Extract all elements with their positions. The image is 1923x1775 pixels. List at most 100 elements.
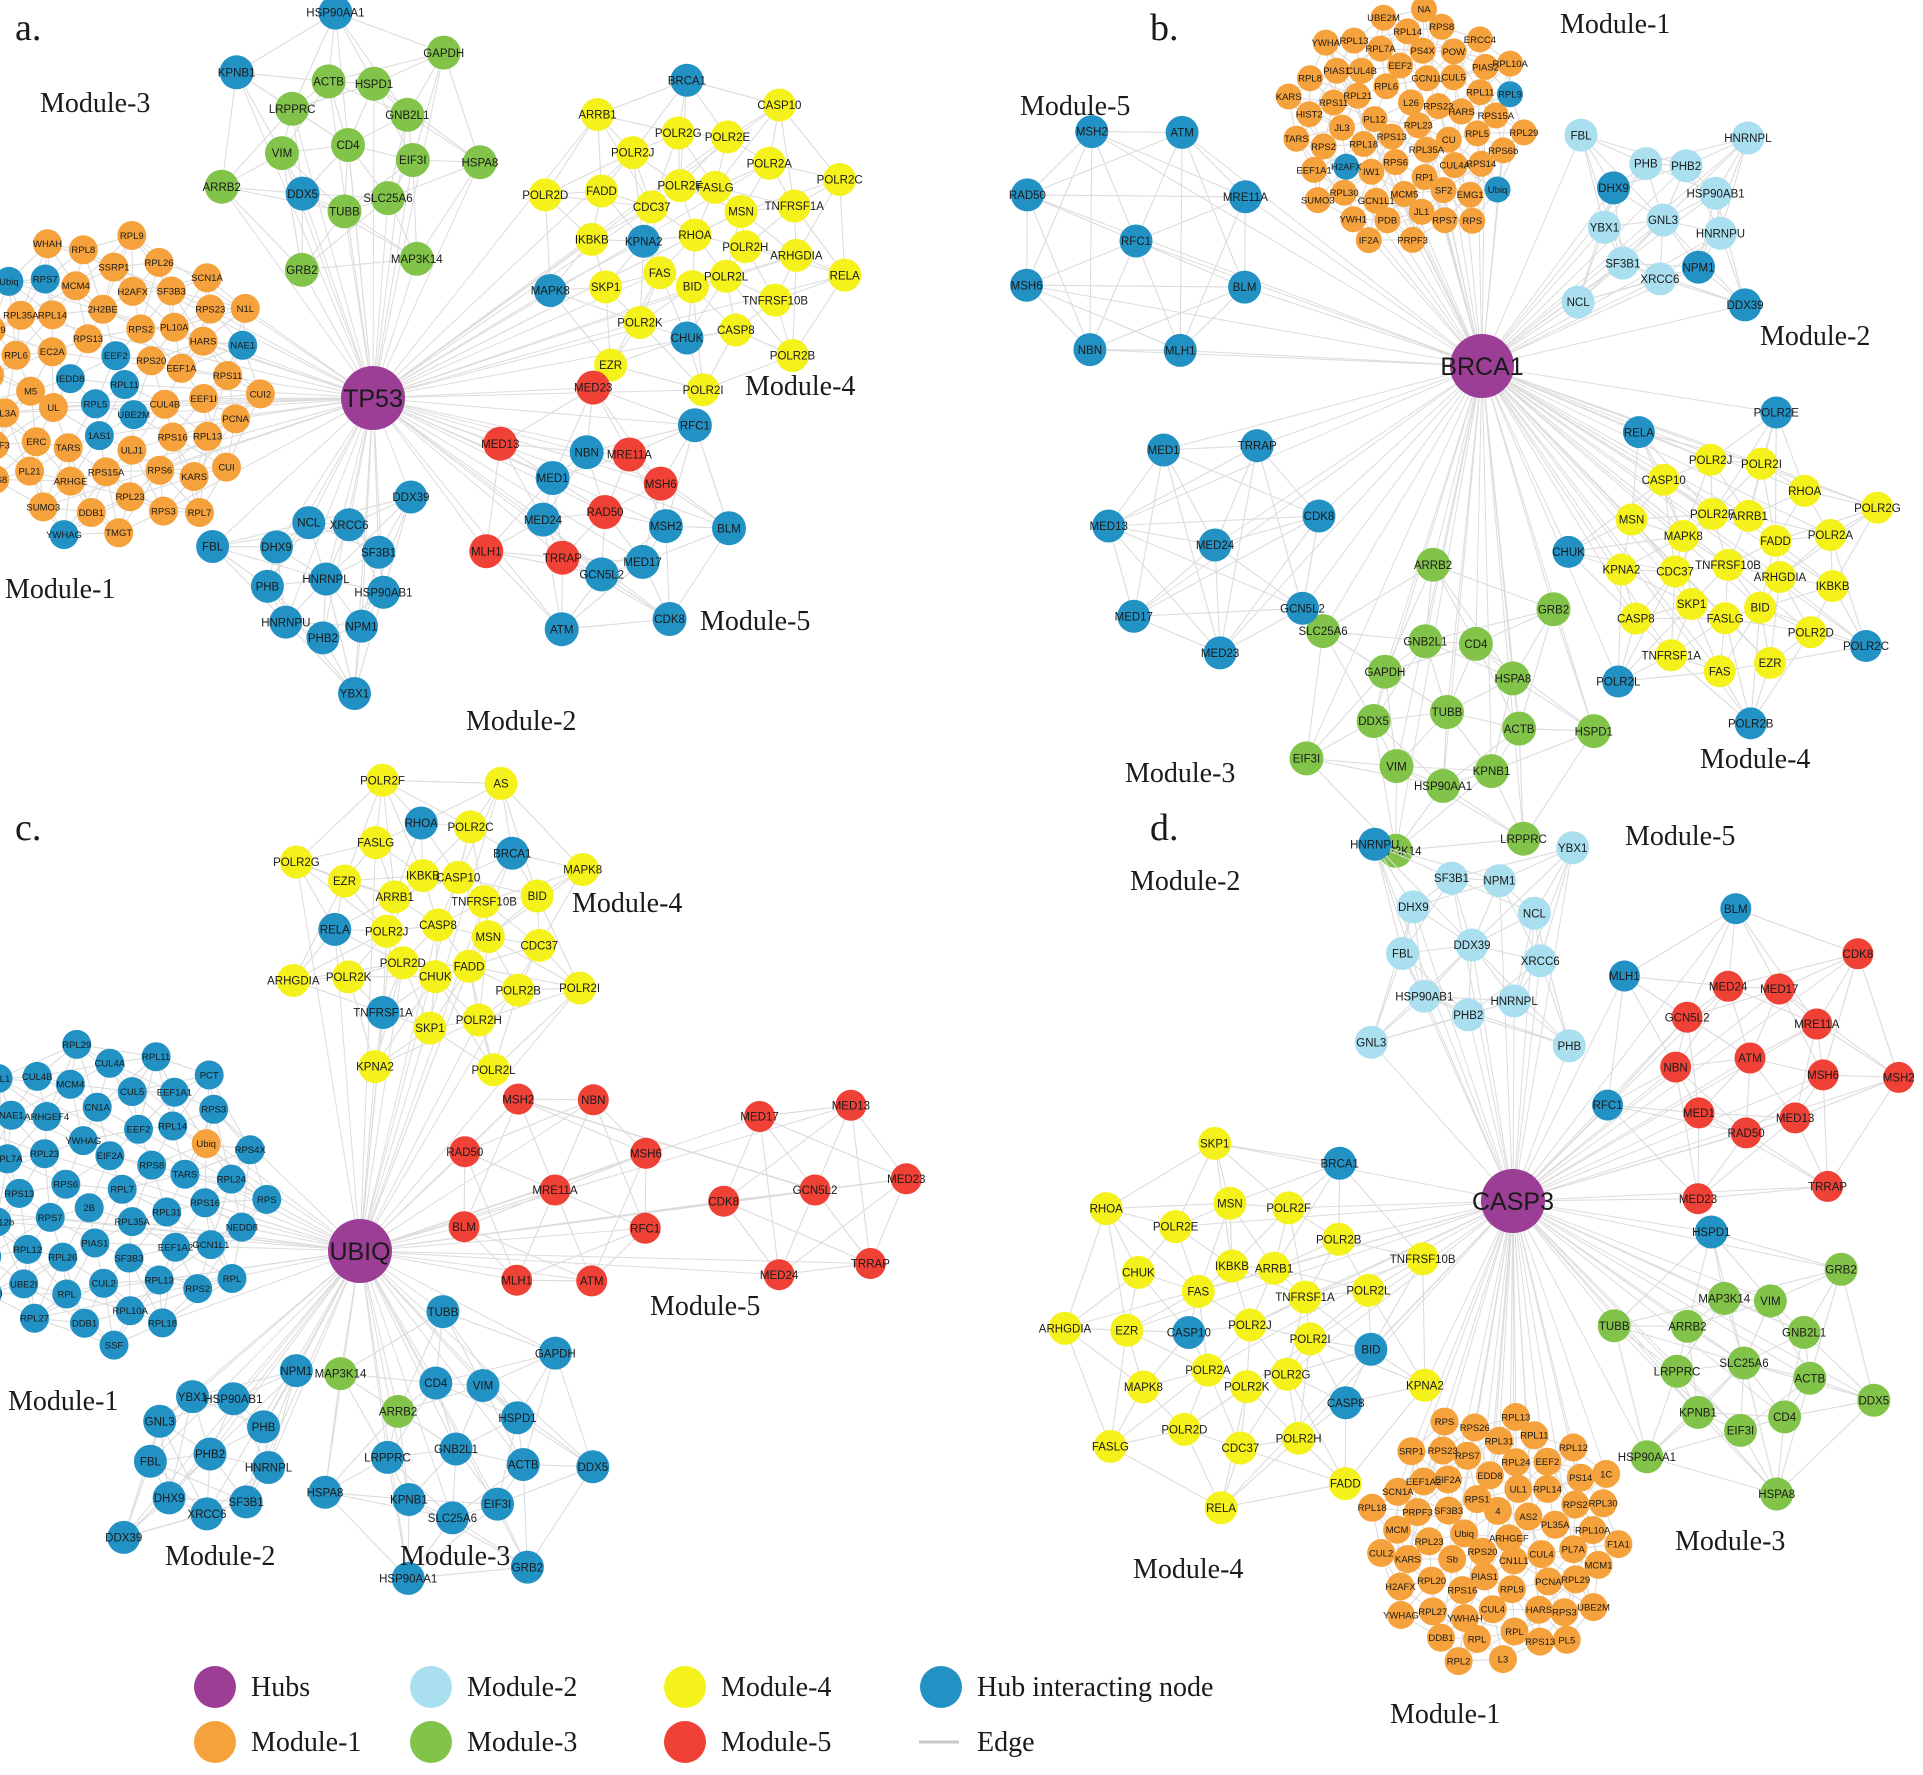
svg-text:POLR2E: POLR2E: [1754, 408, 1800, 420]
svg-text:RPL11: RPL11: [1520, 1431, 1548, 1442]
svg-text:TRRAP: TRRAP: [851, 1259, 890, 1271]
svg-text:HNRNPL: HNRNPL: [302, 574, 350, 586]
svg-text:POLR2G: POLR2G: [1264, 1369, 1311, 1381]
svg-text:SKP1: SKP1: [591, 282, 620, 294]
svg-text:PHB2: PHB2: [308, 633, 338, 645]
svg-text:CUL1: CUL1: [0, 1074, 10, 1085]
svg-text:PCNA: PCNA: [1535, 1577, 1562, 1588]
svg-text:FASLG: FASLG: [357, 838, 394, 850]
svg-text:VIM: VIM: [473, 1381, 493, 1393]
svg-text:DDB1: DDB1: [79, 508, 104, 519]
svg-text:POLR2E: POLR2E: [1153, 1222, 1199, 1234]
svg-text:KARS: KARS: [1276, 92, 1302, 103]
svg-text:FADD: FADD: [1330, 1479, 1361, 1491]
svg-text:TNFRSF1A: TNFRSF1A: [353, 1008, 413, 1020]
svg-text:HNRNPL: HNRNPL: [245, 1463, 293, 1475]
svg-text:RPL14: RPL14: [158, 1121, 187, 1132]
svg-text:SF3B1: SF3B1: [1605, 258, 1640, 270]
svg-text:RPS: RPS: [257, 1195, 277, 1206]
svg-text:SF3B1: SF3B1: [229, 1497, 264, 1509]
svg-text:DHX9: DHX9: [1398, 902, 1429, 914]
svg-text:RELA: RELA: [320, 925, 350, 937]
svg-text:RPL: RPL: [57, 1289, 75, 1300]
svg-text:POLR2E: POLR2E: [705, 132, 751, 144]
svg-text:LRPPRC: LRPPRC: [364, 1453, 411, 1465]
svg-text:c.: c.: [15, 807, 41, 849]
svg-text:DDB1: DDB1: [1428, 1633, 1453, 1644]
svg-text:POW: POW: [1442, 47, 1465, 58]
svg-text:RPS13: RPS13: [1525, 1637, 1555, 1648]
svg-text:PL10A: PL10A: [160, 323, 189, 334]
svg-text:GCN5L2: GCN5L2: [1665, 1012, 1710, 1024]
svg-text:SCN1A: SCN1A: [191, 273, 223, 284]
svg-text:RPL13: RPL13: [1339, 36, 1368, 47]
svg-text:CASP10: CASP10: [757, 100, 801, 112]
svg-text:BLM: BLM: [1233, 282, 1257, 294]
svg-text:POLR2F: POLR2F: [1690, 509, 1735, 521]
svg-text:CD4: CD4: [424, 1378, 448, 1390]
svg-text:CASP3: CASP3: [1472, 1188, 1554, 1216]
svg-text:HSP90AB1: HSP90AB1: [354, 587, 412, 599]
svg-text:RPS16: RPS16: [158, 432, 188, 443]
svg-text:ACTB: ACTB: [508, 1460, 539, 1472]
svg-text:CD4: CD4: [336, 140, 360, 152]
svg-text:ARHGE: ARHGE: [54, 477, 88, 488]
svg-text:POLR2C: POLR2C: [817, 175, 863, 187]
svg-text:SKP1: SKP1: [1200, 1139, 1229, 1151]
svg-text:GNL3: GNL3: [1356, 1037, 1386, 1049]
svg-text:Module-4: Module-4: [1700, 744, 1810, 775]
svg-text:ARRB2: ARRB2: [1668, 1321, 1706, 1333]
svg-text:MED13: MED13: [481, 439, 519, 451]
svg-text:BID: BID: [1361, 1345, 1380, 1357]
svg-text:RPL35A: RPL35A: [3, 311, 39, 322]
svg-text:NCL: NCL: [1523, 908, 1547, 920]
svg-text:RPL13: RPL13: [193, 432, 222, 443]
svg-text:GNB2L1: GNB2L1: [434, 1444, 478, 1456]
svg-text:POLR2G: POLR2G: [655, 128, 702, 140]
svg-text:MAPK8: MAPK8: [1664, 531, 1703, 543]
svg-text:AS: AS: [493, 779, 509, 791]
svg-text:MSH6: MSH6: [1011, 280, 1043, 292]
svg-text:PIAS1: PIAS1: [1471, 1572, 1498, 1583]
svg-text:SLC25A6: SLC25A6: [363, 193, 412, 205]
svg-text:RPS6b: RPS6b: [1488, 146, 1518, 157]
svg-text:RPL9: RPL9: [120, 231, 144, 242]
svg-text:Module-4: Module-4: [745, 371, 855, 402]
svg-text:POLR2A: POLR2A: [1185, 1365, 1231, 1377]
svg-text:ERCC4: ERCC4: [1464, 35, 1496, 46]
svg-text:TARS: TARS: [1284, 134, 1309, 145]
svg-text:HSPD1: HSPD1: [1692, 1227, 1730, 1239]
svg-text:SF3B1: SF3B1: [1434, 873, 1469, 885]
svg-text:YWHAG: YWHAG: [65, 1136, 101, 1147]
svg-text:GRB2: GRB2: [1825, 1264, 1856, 1276]
svg-text:RAD50: RAD50: [586, 507, 623, 519]
svg-text:FAS: FAS: [1709, 667, 1731, 679]
svg-text:YBX1: YBX1: [1558, 843, 1587, 855]
svg-text:NPM1: NPM1: [280, 1366, 312, 1378]
svg-text:BLM: BLM: [452, 1222, 476, 1234]
svg-text:CASP8: CASP8: [419, 920, 457, 932]
svg-text:RPL5: RPL5: [84, 399, 108, 410]
svg-text:DDX5: DDX5: [287, 189, 318, 201]
svg-text:GRB2: GRB2: [512, 1562, 543, 1574]
svg-text:RPS2: RPS2: [1563, 1500, 1588, 1511]
svg-text:FBL: FBL: [202, 542, 224, 554]
svg-text:VIM: VIM: [272, 148, 292, 160]
svg-text:MED17: MED17: [1115, 611, 1153, 623]
svg-text:HSP90AA1: HSP90AA1: [1618, 1452, 1676, 1464]
svg-text:EIF3I: EIF3I: [1293, 754, 1320, 766]
svg-text:UBIQ: UBIQ: [329, 1238, 390, 1266]
svg-text:RPL12b: RPL12b: [0, 1217, 14, 1228]
svg-text:FAS: FAS: [649, 268, 671, 280]
svg-text:Module-2: Module-2: [1130, 866, 1240, 897]
svg-text:Module-3: Module-3: [1125, 758, 1235, 789]
svg-text:RPL: RPL: [1468, 1634, 1486, 1645]
svg-text:CDC37: CDC37: [633, 202, 671, 214]
svg-text:RPL29: RPL29: [1509, 128, 1538, 139]
svg-text:RPS2: RPS2: [185, 1284, 210, 1295]
svg-text:POLR2F: POLR2F: [1266, 1203, 1311, 1215]
svg-text:POLR2K: POLR2K: [617, 318, 663, 330]
svg-text:YWHAG: YWHAG: [1383, 1610, 1419, 1621]
svg-text:YBX1: YBX1: [1590, 222, 1619, 234]
svg-text:RPL14: RPL14: [1533, 1484, 1562, 1495]
